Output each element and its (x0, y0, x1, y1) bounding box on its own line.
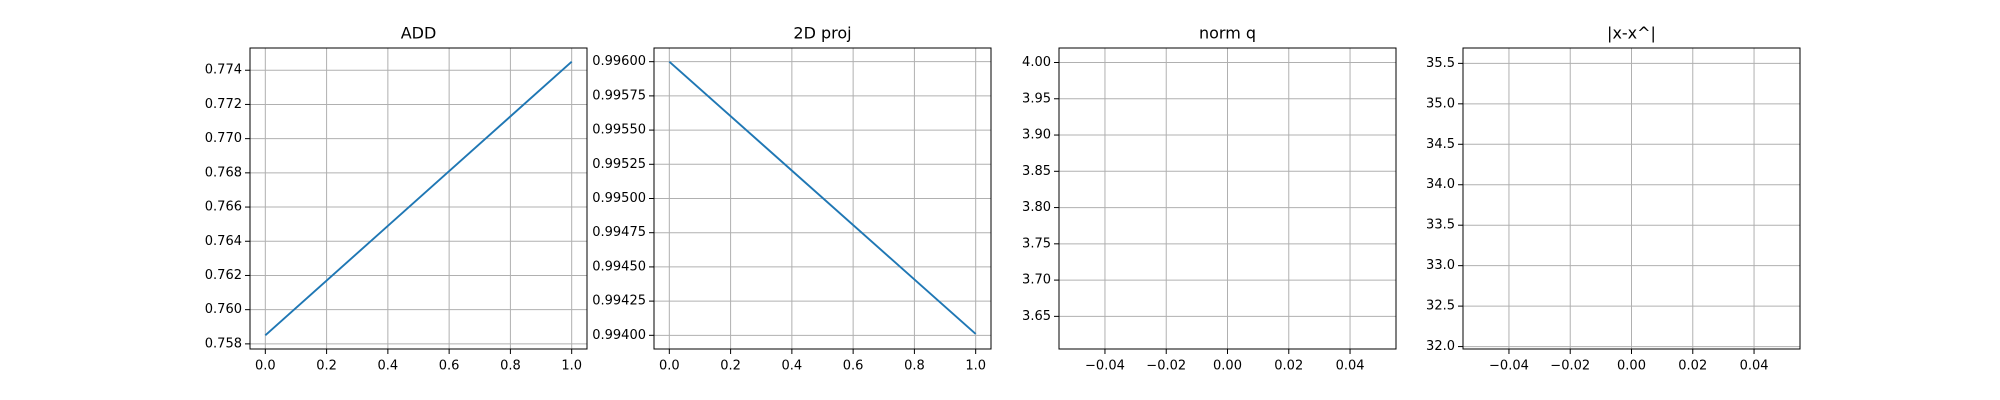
y-tick-label: 32.5 (1426, 299, 1455, 314)
y-tick-label: 0.772 (205, 97, 242, 112)
y-tick-label: 34.0 (1426, 177, 1455, 192)
x-tick-label: 0.02 (1274, 359, 1303, 374)
x-tick-label: 0.00 (1213, 359, 1242, 374)
line (264, 60, 573, 337)
subplot: 2D proj 0.0 0.2 0.4 0.6 0.8 1.0 0.99400 0.99425 0… (592, 24, 992, 374)
x-tick-label: −0.04 (1085, 359, 1125, 374)
y-tick-label: 3.75 (1022, 236, 1051, 251)
x-tick-label: 0.4 (782, 359, 803, 374)
y-tick-label: 3.90 (1022, 128, 1051, 143)
x-tick-label: −0.04 (1489, 359, 1529, 374)
x-tick-label: 0.2 (720, 359, 741, 374)
y-tick-label: 0.766 (205, 200, 242, 215)
y-tick-label: 0.770 (205, 131, 242, 146)
y-tick-label: 34.5 (1426, 137, 1455, 152)
y-tick-label: 35.0 (1426, 96, 1455, 111)
x-tick-label: 0.0 (255, 359, 276, 374)
subplot: ADD 0.0 0.2 0.4 0.6 0.8 1.0 0.758 0.760 0.762 0.76… (205, 24, 588, 374)
subplot-title: ADD (401, 24, 437, 43)
y-tick-label: 32.0 (1426, 339, 1455, 354)
y-tick-label: 0.758 (205, 336, 242, 351)
subplot-title: norm q (1199, 24, 1256, 43)
y-tick-label: 3.70 (1022, 273, 1051, 288)
y-tick-label: 0.99575 (592, 88, 646, 103)
x-tick-label: 0.6 (439, 359, 460, 374)
y-tick-label: 0.99475 (592, 225, 646, 240)
x-tick-label: 0.8 (904, 359, 925, 374)
y-tick-label: 0.768 (205, 165, 242, 180)
y-tick-label: 3.95 (1022, 91, 1051, 106)
y-tick-label: 0.99450 (592, 259, 646, 274)
y-tick-label: 0.99600 (592, 54, 646, 69)
y-tick-label: 0.760 (205, 302, 242, 317)
axes-frame (249, 47, 588, 350)
y-tick-label: 3.85 (1022, 164, 1051, 179)
x-tick-label: 0.4 (378, 359, 399, 374)
subplot: |x-x^| −0.04 −0.02 0.00 0.02 0.04 32.0 32.5 33.0… (1426, 24, 1801, 374)
x-tick-label: −0.02 (1146, 359, 1186, 374)
subplot-title: |x-x^| (1607, 24, 1656, 43)
x-tick-label: 0.02 (1678, 359, 1707, 374)
y-tick-label: 33.0 (1426, 258, 1455, 273)
y-tick-label: 4.00 (1022, 55, 1051, 70)
x-tick-label: −0.02 (1550, 359, 1590, 374)
x-tick-label: 0.8 (500, 359, 521, 374)
y-tick-label: 0.762 (205, 268, 242, 283)
y-tick-label: 0.99400 (592, 328, 646, 343)
subplot: norm q −0.04 −0.02 0.00 0.02 0.04 3.65 3.70 3.75… (1022, 24, 1397, 374)
y-tick-label: 3.65 (1022, 309, 1051, 324)
y-tick-label: 35.5 (1426, 56, 1455, 71)
x-tick-label: 0.04 (1740, 359, 1769, 374)
y-tick-label: 0.99500 (592, 191, 646, 206)
y-tick-label: 0.99525 (592, 157, 646, 172)
axes-frame (1058, 47, 1397, 350)
x-tick-label: 1.0 (561, 359, 582, 374)
y-tick-label: 0.99425 (592, 294, 646, 309)
x-tick-label: 0.00 (1617, 359, 1646, 374)
subplot-title: 2D proj (793, 24, 851, 43)
y-tick-label: 33.5 (1426, 218, 1455, 233)
y-tick-label: 0.774 (205, 63, 242, 78)
x-tick-label: 1.0 (965, 359, 986, 374)
y-tick-label: 3.80 (1022, 200, 1051, 215)
axes-frame (1462, 47, 1801, 350)
axes-frame (653, 47, 992, 350)
y-tick-label: 0.99550 (592, 123, 646, 138)
x-tick-label: 0.2 (316, 359, 337, 374)
line (668, 60, 977, 335)
x-tick-label: 0.0 (659, 359, 680, 374)
x-tick-label: 0.04 (1336, 359, 1365, 374)
x-tick-label: 0.6 (843, 359, 864, 374)
y-tick-label: 0.764 (205, 234, 242, 249)
